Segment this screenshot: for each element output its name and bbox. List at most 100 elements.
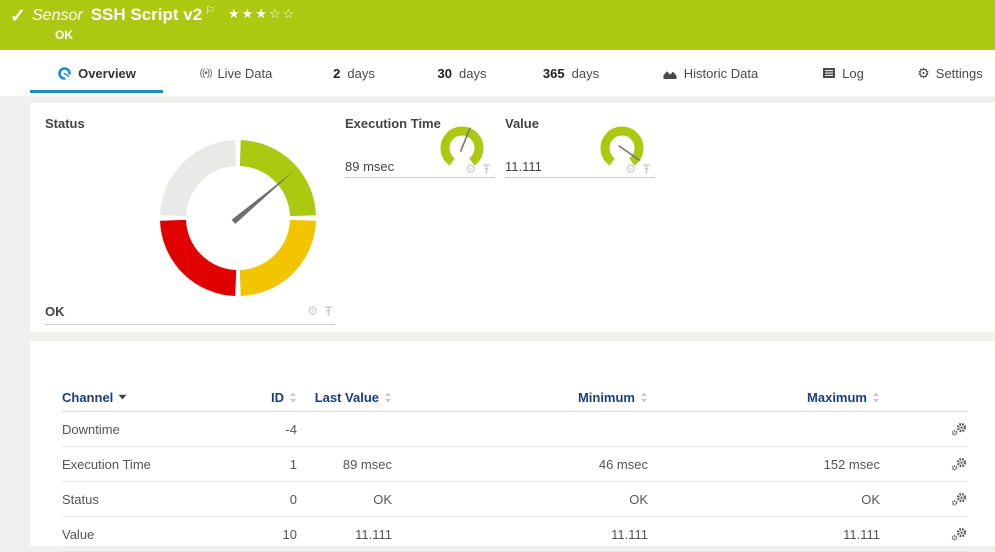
- tab-overview[interactable]: Overview: [30, 50, 163, 96]
- sort-caret-down-icon: [118, 394, 127, 400]
- status-check-icon: ✓: [10, 6, 26, 27]
- value-gauge-block: Value 11.111 ⚙: [505, 116, 655, 186]
- channel-cell: Status: [62, 491, 99, 507]
- channel-table-body: Downtime -4 Execution Time 1 89 msec 46 msec 1…: [62, 412, 968, 552]
- divider: [345, 177, 495, 178]
- gear-icon: [951, 492, 967, 506]
- value-gauge: [600, 126, 644, 166]
- status-gauge-footer: OK ⚙: [45, 303, 335, 325]
- tab-number: 2: [333, 65, 341, 81]
- last-value-cell: 89 msec: [342, 456, 392, 472]
- tab-365-days[interactable]: 365 days: [528, 50, 614, 96]
- channel-settings-button[interactable]: [951, 527, 968, 541]
- gear-icon: [951, 457, 967, 471]
- last-value-cell: 11.111: [355, 526, 392, 542]
- value-title: Value: [505, 116, 539, 131]
- column-header-last-value[interactable]: Last Value: [297, 390, 392, 405]
- table-row[interactable]: Status 0 OK OK OK: [62, 482, 968, 517]
- column-header-channel[interactable]: Channel: [62, 390, 262, 405]
- table-row[interactable]: Execution Time 1 89 msec 46 msec 152 msec: [62, 447, 968, 482]
- id-cell: 0: [289, 491, 297, 507]
- gauge-needle: [231, 171, 294, 225]
- sort-arrows-icon: [872, 392, 880, 403]
- actions-cell: [880, 457, 968, 471]
- tab-historic-data[interactable]: Historic Data: [645, 50, 775, 96]
- channel-cell: Downtime: [62, 421, 120, 437]
- channel-cell: Value: [62, 526, 95, 542]
- mini-gauge-needle: [618, 145, 641, 162]
- column-label: Last Value: [314, 389, 379, 405]
- execution-time-gauge-block: Execution Time 89 msec ⚙: [345, 116, 495, 186]
- id-cell: -4: [285, 421, 297, 437]
- tab-log[interactable]: Log: [810, 50, 876, 96]
- overview-gauges-panel: Status OK ⚙ Execution Time 89 msec ⚙: [30, 103, 995, 332]
- tab-settings[interactable]: ⚙ Settings: [905, 50, 995, 96]
- maximum-cell: OK: [861, 491, 880, 507]
- gauge-segment-error: [160, 219, 237, 296]
- channel-cell: Execution Time: [62, 456, 151, 472]
- mini-gauge-needle: [459, 127, 471, 153]
- tab-label: days: [571, 65, 600, 81]
- actions-cell: [880, 527, 968, 541]
- gauge-settings-icon[interactable]: ⚙: [625, 162, 636, 176]
- actions-cell: [880, 492, 968, 506]
- column-header-minimum[interactable]: Minimum: [392, 390, 648, 405]
- tab-label: Log: [842, 65, 864, 81]
- mini-gauge-arc: [440, 126, 484, 166]
- pin-icon[interactable]: [642, 163, 651, 175]
- tab-label: Settings: [935, 65, 983, 81]
- id-cell: 1: [289, 456, 297, 472]
- minimum-cell: OK: [629, 491, 648, 507]
- area-chart-icon: [663, 70, 677, 79]
- minimum-cell: 46 msec: [598, 456, 648, 472]
- tab-label: days: [347, 65, 375, 81]
- table-row[interactable]: Downtime -4: [62, 412, 968, 447]
- gear-icon: [951, 527, 967, 541]
- channel-settings-button[interactable]: [951, 422, 968, 436]
- tab-live-data[interactable]: ((•)) Live Data: [186, 50, 286, 96]
- table-row[interactable]: Value 10 11.111 11.111 11.111: [62, 517, 968, 552]
- sensor-title-line: Sensor SSH Script v2 ⚐: [32, 5, 215, 25]
- tab-label: Historic Data: [683, 65, 759, 81]
- tab-label: days: [459, 65, 487, 81]
- gauge-settings-icon[interactable]: ⚙: [307, 304, 318, 318]
- gear-icon: [951, 422, 967, 436]
- channel-settings-button[interactable]: [951, 492, 968, 506]
- flag-icon: ⚐: [205, 5, 216, 17]
- object-kind-label: Sensor: [32, 7, 83, 24]
- channel-table: Channel ID Last Value Minimum: [30, 341, 995, 552]
- tab-label: Live Data: [217, 65, 273, 81]
- tab-bar: Overview ((•)) Live Data 2 days 30 days …: [0, 50, 995, 96]
- tab-number: 365: [542, 65, 565, 81]
- execution-time-title: Execution Time: [345, 116, 441, 131]
- tab-30-days[interactable]: 30 days: [423, 50, 501, 96]
- pin-icon[interactable]: [482, 163, 491, 175]
- sensor-titlebar: ✓ Sensor SSH Script v2 ⚐ ★★★☆☆ OK: [0, 0, 995, 50]
- gauge-segment-unknown: [160, 140, 237, 217]
- column-label: Channel: [62, 389, 114, 405]
- sensor-name: SSH Script v2: [90, 5, 203, 24]
- live-data-icon: ((•)): [199, 67, 213, 79]
- actions-cell: [880, 422, 968, 436]
- tab-2-days[interactable]: 2 days: [318, 50, 390, 96]
- channel-table-panel: Channel ID Last Value Minimum: [30, 341, 995, 552]
- divider: [505, 177, 655, 178]
- last-value-cell: OK: [373, 491, 392, 507]
- status-gauge-title: Status: [45, 116, 85, 131]
- pin-icon[interactable]: [324, 305, 333, 317]
- column-header-maximum[interactable]: Maximum: [648, 390, 880, 405]
- column-label: Minimum: [577, 389, 635, 405]
- sort-arrows-icon: [640, 392, 648, 403]
- value-value: 11.111: [505, 159, 542, 174]
- id-cell: 10: [282, 526, 297, 542]
- maximum-cell: 152 msec: [823, 456, 880, 472]
- priority-stars[interactable]: ★★★☆☆: [228, 6, 297, 21]
- column-header-id[interactable]: ID: [262, 390, 297, 405]
- log-list-icon: [823, 68, 836, 78]
- sort-arrows-icon: [289, 392, 297, 403]
- minimum-cell: 11.111: [611, 526, 648, 542]
- mini-gauge-arc: [600, 126, 644, 166]
- channel-settings-button[interactable]: [951, 457, 968, 471]
- gauge-settings-icon[interactable]: ⚙: [465, 162, 476, 176]
- status-gauge-value: OK: [45, 304, 65, 319]
